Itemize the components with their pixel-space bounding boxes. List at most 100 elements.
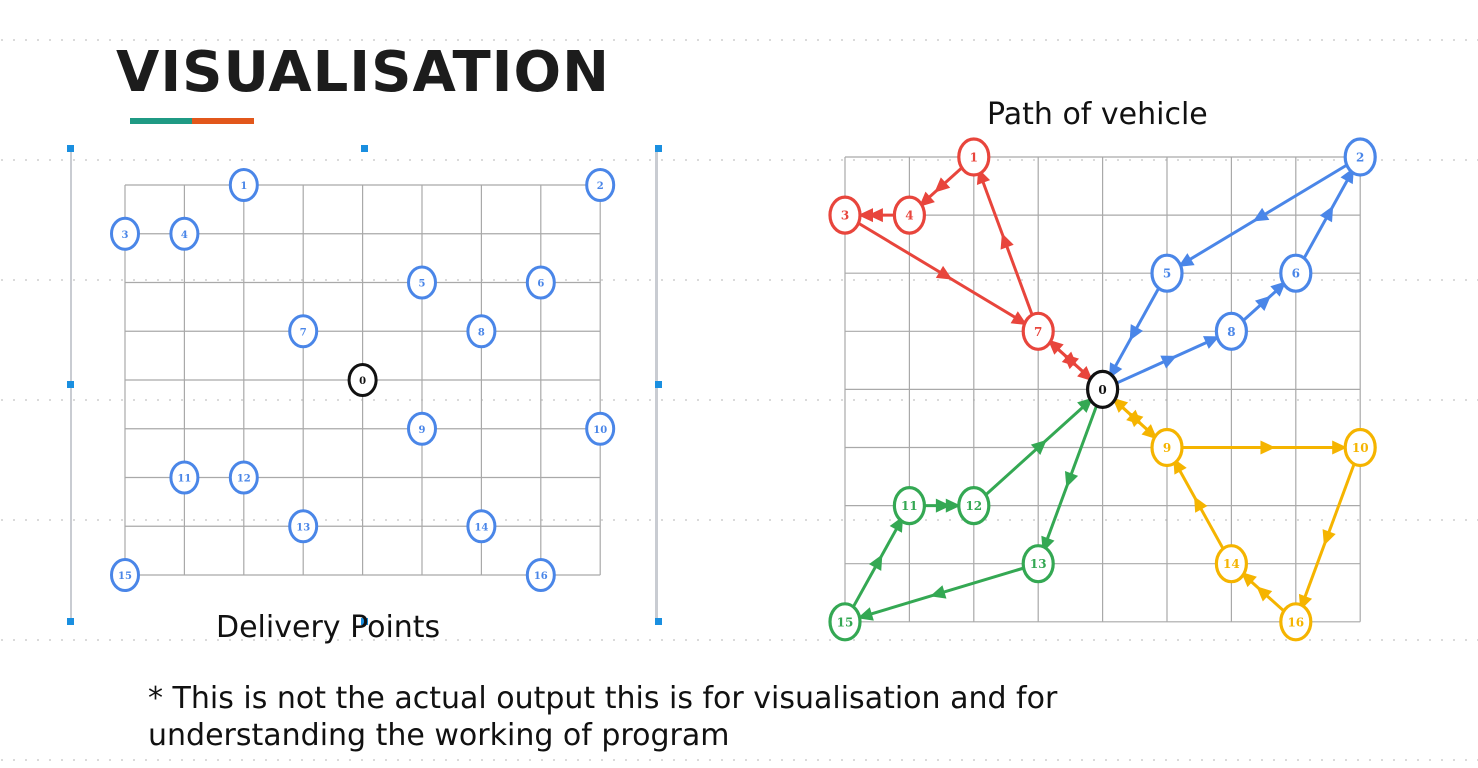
route-arrow xyxy=(1241,571,1257,588)
node-circle xyxy=(525,265,556,300)
route-arrow xyxy=(1256,586,1273,602)
route-arrow xyxy=(857,607,874,621)
route-arrow xyxy=(1000,233,1014,250)
node-circle xyxy=(585,411,616,446)
resize-handle-se[interactable] xyxy=(655,618,662,625)
node-circle xyxy=(288,314,319,349)
node-label: 0 xyxy=(359,376,366,387)
route-node: 2 xyxy=(1343,137,1377,177)
node-circle xyxy=(957,486,991,526)
node-circle xyxy=(228,168,259,202)
node-circle xyxy=(347,363,378,397)
route-node: 13 xyxy=(1021,544,1055,584)
route-node: 12 xyxy=(957,486,991,526)
node-circle xyxy=(1150,427,1184,468)
node-label: 8 xyxy=(478,327,485,338)
node-circle xyxy=(466,509,497,544)
node-label: 4 xyxy=(905,209,913,223)
node-circle xyxy=(957,137,991,177)
route-arrow xyxy=(919,191,935,207)
route-arrow xyxy=(1178,253,1195,267)
route-node: 4 xyxy=(892,195,927,235)
slide-title: VISUALISATION xyxy=(116,40,610,105)
delivery-node: 3 xyxy=(110,216,140,251)
resize-handle-n[interactable] xyxy=(361,145,368,152)
node-circle xyxy=(1343,427,1377,468)
delivery-node: 2 xyxy=(585,168,616,202)
node-label: 14 xyxy=(1223,557,1240,571)
node-circle xyxy=(1085,369,1120,409)
node-circle xyxy=(1214,544,1249,584)
delivery-points-caption: Delivery Points xyxy=(216,610,441,645)
delivery-node: 1 xyxy=(228,168,259,202)
resize-handle-sw[interactable] xyxy=(67,618,74,625)
node-label: 1 xyxy=(970,151,978,165)
depot-node: 0 xyxy=(1085,369,1120,409)
node-circle xyxy=(892,486,927,526)
node-label: 14 xyxy=(474,522,488,533)
route-node: 5 xyxy=(1150,253,1184,293)
route-node: 3 xyxy=(828,195,862,235)
node-circle xyxy=(110,216,140,251)
route-node: 10 xyxy=(1343,427,1377,468)
node-label: 11 xyxy=(177,474,191,485)
node-circle xyxy=(1021,311,1055,351)
resize-handle-nw[interactable] xyxy=(67,145,74,152)
resize-handle-w[interactable] xyxy=(67,381,74,388)
node-label: 16 xyxy=(534,571,548,582)
node-circle xyxy=(1343,137,1377,177)
route-arrow xyxy=(934,177,951,193)
delivery-node: 16 xyxy=(525,558,556,592)
delivery-node: 15 xyxy=(110,558,140,592)
route-node: 14 xyxy=(1214,544,1249,584)
route-arrow xyxy=(867,208,883,223)
resize-handle-s[interactable] xyxy=(361,618,368,625)
node-label: 15 xyxy=(837,615,854,629)
delivery-node: 9 xyxy=(407,411,437,446)
route-arrow xyxy=(1332,440,1348,455)
node-circle xyxy=(1150,253,1184,293)
route-arrow xyxy=(1255,295,1271,311)
node-circle xyxy=(1279,253,1313,293)
footnote-line-2: understanding the working of program xyxy=(148,718,730,753)
delivery-node: 11 xyxy=(169,460,200,495)
title-underline-teal xyxy=(130,118,192,124)
route-arrow xyxy=(1202,336,1220,349)
route-arrow xyxy=(1160,355,1177,369)
route-node: 1 xyxy=(957,137,991,177)
delivery-node: 5 xyxy=(407,265,437,300)
route-node: 11 xyxy=(892,486,927,526)
node-label: 15 xyxy=(118,571,132,582)
route-arrow xyxy=(1064,471,1079,488)
resize-handle-e[interactable] xyxy=(655,381,662,388)
route-arrow xyxy=(1270,281,1287,297)
resize-handle-ne[interactable] xyxy=(655,145,662,152)
delivery-node: 10 xyxy=(585,411,616,446)
route-arrow xyxy=(1061,351,1078,367)
node-circle xyxy=(169,460,200,495)
node-circle xyxy=(525,558,556,592)
node-circle xyxy=(407,411,437,446)
route-arrow xyxy=(945,498,961,513)
footnote-line-1: * This is not the actual output this is … xyxy=(148,681,1058,716)
node-circle xyxy=(1021,544,1055,584)
title-underline-orange xyxy=(192,118,254,124)
footnote: * This is not the actual output this is … xyxy=(148,680,1057,754)
node-label: 7 xyxy=(300,327,307,338)
node-circle xyxy=(228,460,259,495)
node-circle xyxy=(828,602,862,642)
node-label: 3 xyxy=(122,230,129,241)
node-label: 2 xyxy=(1356,151,1364,165)
route-node: 9 xyxy=(1150,427,1184,468)
route-arrow xyxy=(930,585,947,599)
node-circle xyxy=(892,195,927,235)
node-label: 5 xyxy=(1163,267,1171,281)
route-arrow xyxy=(868,554,883,571)
delivery-node: 12 xyxy=(228,460,259,495)
delivery-node: 6 xyxy=(525,265,556,300)
node-circle xyxy=(1214,311,1249,351)
node-label: 12 xyxy=(237,474,251,485)
node-label: 3 xyxy=(841,209,849,223)
